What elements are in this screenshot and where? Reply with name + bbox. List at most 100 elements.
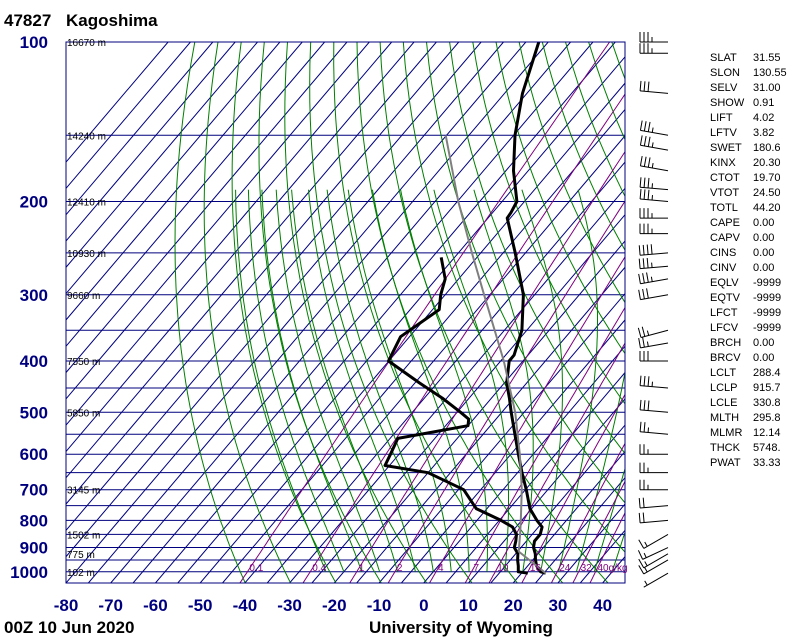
wind-barb-feather xyxy=(639,375,642,386)
isotherm-line xyxy=(356,266,625,583)
height-label: 3145 m xyxy=(67,486,100,497)
moist-adiabat-line xyxy=(473,189,534,572)
wind-barb-feather xyxy=(643,400,646,411)
mixing-ratio-line xyxy=(349,150,625,583)
isotherm-line xyxy=(66,42,325,348)
index-value: 31.00 xyxy=(753,82,781,94)
moist-adiabat-line xyxy=(261,189,363,572)
mixing-ratio-line xyxy=(572,480,625,583)
wind-barb-half-feather xyxy=(643,552,647,558)
temperature-tick-label: -50 xyxy=(188,596,213,615)
isotherm-line xyxy=(66,42,527,583)
wind-barb xyxy=(639,223,668,235)
index-name: LIFT xyxy=(710,112,733,124)
mixing-ratio-label: 0.1 xyxy=(249,563,263,574)
pressure-tick-label: 300 xyxy=(20,286,48,305)
wind-barb-feather xyxy=(643,375,646,387)
wind-barb-staff xyxy=(643,559,669,575)
mixing-ratio-line xyxy=(239,42,611,583)
wind-barb-feather xyxy=(642,273,645,284)
isotherm-line xyxy=(66,42,504,558)
isotherm-line xyxy=(177,56,625,583)
dry-adiabat-line xyxy=(402,42,625,553)
index-name: SWET xyxy=(710,142,742,154)
wind-barb-feather xyxy=(638,565,645,575)
temperature-tick-label: -10 xyxy=(367,596,392,615)
temperature-tick-label: -20 xyxy=(322,596,347,615)
wind-barbs xyxy=(637,32,669,588)
wind-barb xyxy=(639,208,668,219)
wind-barb xyxy=(639,399,669,413)
index-name: SLON xyxy=(710,67,740,79)
wind-barb xyxy=(638,512,669,524)
isotherm-line xyxy=(66,42,169,163)
moist-adiabat-line xyxy=(521,189,563,572)
station-id: 47827 xyxy=(4,11,51,30)
dry-adiabats xyxy=(174,42,625,583)
isotherm-line xyxy=(66,42,236,242)
index-value: -9999 xyxy=(753,277,781,289)
index-value: 4.02 xyxy=(753,112,774,124)
wind-barb-feather xyxy=(638,245,641,256)
isotherm-line xyxy=(66,42,460,505)
isotherm-line xyxy=(66,42,303,321)
index-name: LCLT xyxy=(710,367,736,379)
wind-barb xyxy=(639,462,668,474)
wind-barb xyxy=(638,559,669,575)
moist-adiabat-line xyxy=(291,189,398,572)
wind-barb xyxy=(639,155,669,172)
temperature-tick-label: -60 xyxy=(143,596,168,615)
height-label: 5850 m xyxy=(67,408,100,419)
mixing-ratio-line xyxy=(464,306,625,583)
mixing-ratio-label: 1 xyxy=(359,563,365,574)
wind-barb-feather xyxy=(637,327,642,338)
dry-adiabat-line xyxy=(309,42,473,583)
index-value: 3.82 xyxy=(753,127,774,139)
index-value: 44.20 xyxy=(753,202,781,214)
moist-adiabat-line xyxy=(575,369,625,572)
index-name: SELV xyxy=(710,82,738,94)
isotherm-line xyxy=(66,42,214,216)
mixing-ratio-line xyxy=(302,93,625,583)
wind-barb xyxy=(639,135,669,151)
wind-barb xyxy=(643,572,669,588)
index-value: 0.00 xyxy=(753,337,774,349)
wind-barb-staff xyxy=(642,547,669,560)
mixing-ratio-label: 2 xyxy=(397,563,403,574)
height-label: 10930 m xyxy=(67,249,106,260)
wind-barb-staff xyxy=(640,519,669,524)
index-name: CINV xyxy=(710,262,737,274)
pressure-tick-label: 500 xyxy=(20,403,48,422)
wind-barb xyxy=(639,444,668,455)
moist-adiabat-line xyxy=(611,530,625,572)
wind-barb-feather xyxy=(638,558,645,569)
temperature-tick-label: 20 xyxy=(504,596,523,615)
wind-barb-staff xyxy=(643,533,669,549)
wind-barb-feather xyxy=(639,120,643,131)
index-name: EQLV xyxy=(710,277,739,289)
wind-barb-staff xyxy=(640,431,669,435)
index-value: 0.00 xyxy=(753,217,774,229)
height-label: 12410 m xyxy=(67,198,106,209)
temperature-tick-label: 10 xyxy=(459,596,478,615)
moist-adiabat-line xyxy=(235,189,327,572)
index-value: 130.55 xyxy=(753,67,787,79)
wind-barb xyxy=(638,337,669,349)
wind-barb-feather xyxy=(638,512,641,523)
wind-barb xyxy=(638,553,669,569)
wind-barb-feather xyxy=(647,189,650,200)
wind-barb xyxy=(637,547,669,560)
isotherm-line xyxy=(155,42,616,583)
isotherm-line xyxy=(66,42,191,190)
wind-barb-feather xyxy=(639,189,642,200)
wind-barb-feather xyxy=(641,326,646,337)
height-labels: 16670 m 14240 m 12410 m 10930 m 9660 m 7550 m… xyxy=(67,38,106,579)
moist-adiabat-line xyxy=(247,189,345,572)
wind-barb-feather xyxy=(638,273,641,284)
height-label: 7550 m xyxy=(67,357,100,368)
wind-barb xyxy=(639,479,668,491)
wind-barb-feather xyxy=(647,81,650,92)
isotherm-line xyxy=(110,42,571,583)
mixing-ratio-line xyxy=(429,256,625,583)
index-name: KINX xyxy=(710,157,736,169)
